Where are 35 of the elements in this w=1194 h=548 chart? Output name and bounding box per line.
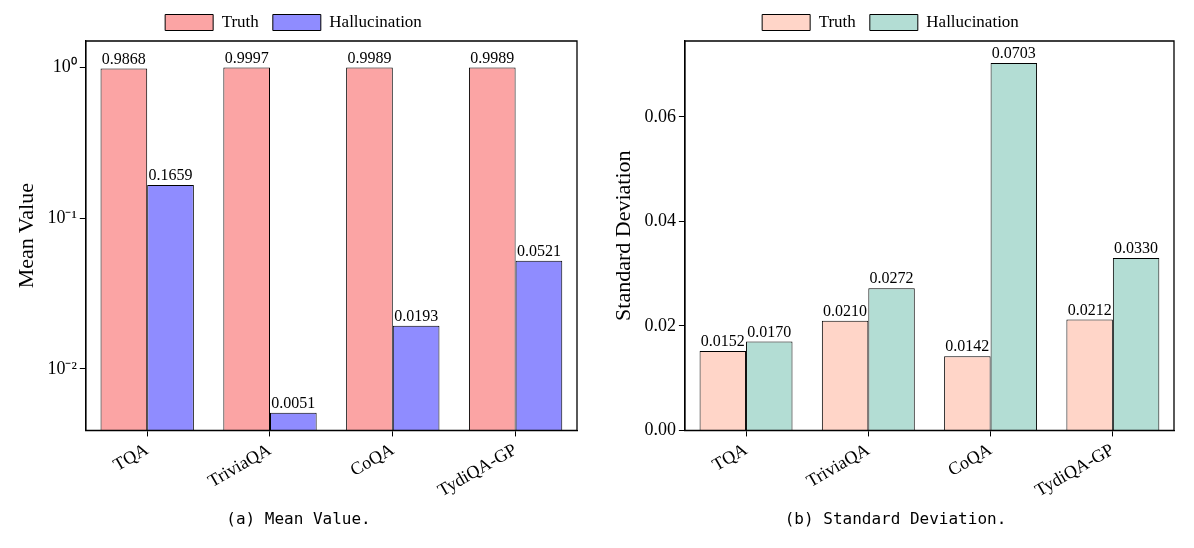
data-label: 0.0152 [700,332,745,350]
x-tick-label: TQA [708,439,751,475]
y-axis-title: Standard Deviation [609,150,635,321]
y-tick-label: 10⁻¹ [47,206,77,227]
y-tick-label: 10⁰ [52,56,77,77]
y-tick-label: 0.02 [644,314,676,335]
y-tick-label: 10⁻² [47,357,77,378]
data-label: 0.9997 [224,48,269,66]
data-label: 0.0051 [271,394,316,412]
x-tick-label: TQA [109,439,152,475]
data-label: 0.0703 [991,44,1036,62]
data-label: 0.1659 [148,166,193,184]
data-label: 0.0193 [394,307,439,324]
legend-label: Hallucination [926,11,1020,31]
y-tick-label: 0.00 [644,419,676,440]
y-axis-title: Mean Value [12,183,38,289]
data-label: 0.9868 [101,49,146,67]
y-tick-label: 0.06 [644,105,676,126]
legend-label: Truth [818,11,857,31]
data-label: 0.9989 [470,48,515,66]
data-label: 0.0142 [945,337,990,355]
data-label: 0.0212 [1067,300,1112,318]
data-label: 0.0521 [516,242,561,260]
y-tick-label: 0.04 [644,210,676,231]
data-label: 0.0272 [869,269,914,287]
legend-label: Hallucination [329,11,423,31]
data-label: 0.0210 [823,301,868,319]
text: (b) Standard Deviation. [783,509,1008,528]
data-label: 0.0330 [1114,239,1159,257]
data-label: 0.9989 [347,48,392,66]
x-tick-label: CoQA [944,439,995,480]
x-tick-label: CoQA [346,439,398,480]
text: (a) Mean Value. [225,509,372,528]
data-label: 0.0170 [747,322,792,340]
legend-label: Truth [221,11,260,31]
